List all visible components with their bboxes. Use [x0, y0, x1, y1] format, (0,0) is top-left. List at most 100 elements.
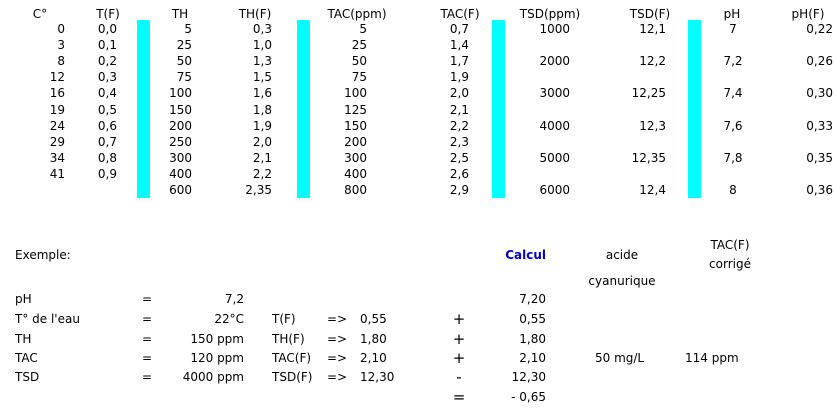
table-cell: 300: [344, 150, 367, 165]
section-title: Exemple:: [15, 248, 71, 262]
table-cell: 0,30: [806, 86, 833, 101]
example-label: TAC: [15, 351, 38, 365]
table-cell: 0,8: [97, 150, 117, 165]
table-cell: 8: [729, 183, 737, 197]
example-result: - 0,65: [511, 390, 546, 404]
table-cell: 25: [176, 38, 192, 53]
example-eq: =: [141, 332, 153, 346]
table-cell: 2,35: [245, 183, 272, 197]
table-cell: 5: [184, 22, 192, 36]
column-header: TAC(ppm): [327, 7, 387, 21]
table-cell: 300: [169, 150, 192, 165]
table-cell: 4000: [539, 118, 570, 133]
table-cell: 5: [359, 22, 367, 36]
cyan-bar: [492, 20, 505, 198]
table-cell: 41: [49, 166, 65, 181]
table-cell: 2000: [539, 54, 570, 69]
example-result: 0,55: [519, 312, 546, 326]
example-value: 150 ppm: [190, 332, 244, 346]
table-cell: 0,7: [449, 22, 469, 36]
example-param: TH(F): [272, 332, 305, 346]
example-op: =: [452, 388, 466, 406]
table-cell: 5000: [539, 150, 570, 165]
cyan-bar: [137, 20, 150, 198]
table-cell: 29: [49, 134, 65, 149]
table-cell: 25: [351, 38, 367, 53]
table-cell: 0,0: [97, 22, 117, 36]
table-cell: 16: [49, 86, 65, 101]
table-cell: 400: [344, 166, 367, 181]
table-cell: 12: [49, 70, 65, 85]
example-op: +: [452, 349, 466, 367]
table-cell: 12,25: [631, 86, 666, 101]
column-header: TAC(F): [440, 7, 480, 21]
table-cell: 0,33: [806, 118, 833, 133]
table-cell: 0,3: [252, 22, 272, 36]
tac-header: TAC(F): [710, 238, 750, 252]
example-result: 7,20: [519, 292, 546, 306]
column-header: T(F): [96, 7, 120, 21]
example-param-value: 12,30: [360, 370, 395, 384]
table-cell: 24: [49, 118, 65, 133]
table-cell: 19: [49, 102, 65, 117]
table-cell: 7: [729, 22, 737, 36]
table-cell: 100: [344, 86, 367, 101]
table-cell: 1,5: [252, 70, 272, 85]
table-cell: 125: [344, 102, 367, 117]
example-result: 2,10: [519, 351, 546, 365]
example-value: 120 ppm: [190, 351, 244, 365]
table-cell: 200: [169, 118, 192, 133]
table-cell: 7,8: [723, 150, 743, 165]
column-header: TSD(ppm): [519, 7, 581, 21]
example-tac-corrected: 114 ppm: [685, 351, 739, 365]
table-cell: 8: [57, 54, 65, 69]
table-cell: 100: [169, 86, 192, 101]
example-param-value: 2,10: [360, 351, 387, 365]
table-cell: 75: [351, 70, 367, 85]
table-cell: 2,1: [252, 150, 272, 165]
table-cell: 2,3: [449, 134, 469, 149]
table-cell: 12,35: [631, 150, 666, 165]
acid-header: cyanurique: [588, 274, 656, 288]
example-eq: =: [141, 370, 153, 384]
column-header: C°: [32, 7, 48, 21]
table-cell: 1,6: [252, 86, 272, 101]
table-cell: 2,6: [449, 166, 469, 181]
table-cell: 12,3: [639, 118, 666, 133]
example-arrow: =>: [327, 312, 348, 326]
cyan-bar: [297, 20, 310, 198]
table-cell: 2,9: [449, 183, 469, 197]
example-label: pH: [15, 292, 32, 306]
calc-header: Calcul: [505, 248, 546, 262]
table-cell: 6000: [539, 183, 570, 197]
example-value: 7,2: [224, 292, 244, 306]
example-param: T(F): [272, 312, 296, 326]
tac-header: corrigé: [709, 257, 751, 271]
table-cell: 75: [176, 70, 192, 85]
table-cell: 0,26: [806, 54, 833, 69]
table-cell: 1,7: [449, 54, 469, 69]
table-cell: 0,36: [806, 183, 833, 197]
table-cell: 0,6: [97, 118, 117, 133]
example-eq: =: [141, 292, 153, 306]
table-cell: 400: [169, 166, 192, 181]
table-cell: 2,2: [449, 118, 469, 133]
table-cell: 0,7: [97, 134, 117, 149]
table-cell: 1,8: [252, 102, 272, 117]
example-value: 4000 ppm: [182, 370, 244, 384]
table-cell: 2,2: [252, 166, 272, 181]
example-label: TSD: [15, 370, 40, 384]
column-header: pH(F): [791, 7, 825, 21]
example-value: 22°C: [214, 312, 244, 326]
column-header: TSD(F): [629, 7, 671, 21]
example-param-value: 1,80: [360, 332, 387, 346]
acid-header: acide: [605, 248, 639, 262]
table-cell: 3: [57, 38, 65, 53]
column-header: pH: [723, 7, 741, 21]
example-arrow: =>: [327, 332, 348, 346]
table-cell: 1,3: [252, 54, 272, 69]
table-cell: 50: [351, 54, 367, 69]
table-cell: 1000: [539, 22, 570, 36]
example-arrow: =>: [327, 351, 348, 365]
